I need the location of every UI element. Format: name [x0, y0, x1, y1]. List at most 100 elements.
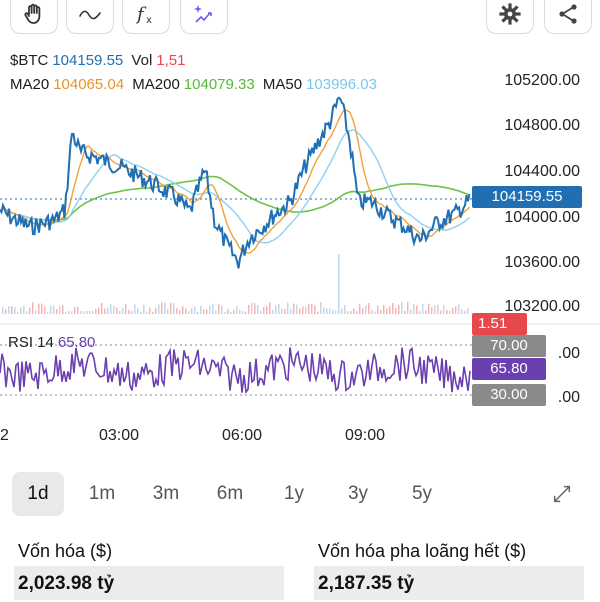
volume-bar: [2, 307, 4, 314]
timeframe-1d[interactable]: 1d: [12, 472, 64, 516]
time-axis-label: 03:00: [99, 427, 140, 444]
volume-bar: [347, 311, 349, 314]
volume-bar: [23, 305, 25, 314]
settings-button[interactable]: [486, 0, 534, 34]
volume-bar: [92, 310, 94, 314]
volume-bar: [8, 306, 10, 314]
volume-bar: [227, 309, 229, 314]
volume-bar: [332, 309, 334, 314]
volume-bar: [254, 303, 256, 314]
rsi-axis-label: .00: [557, 345, 580, 362]
volume-bar: [449, 310, 451, 314]
fullscreen-button[interactable]: [540, 472, 584, 516]
price-axis-label: 104800.00: [504, 117, 580, 134]
rsi-legend: RSI 14 65.80: [8, 334, 99, 351]
rsi-lower-tag: 30.00: [472, 384, 546, 406]
volume-bar: [62, 305, 64, 314]
volume-bar: [161, 302, 163, 314]
volume-bar: [233, 309, 235, 314]
volume-bar: [149, 307, 151, 314]
volume-bar: [407, 302, 409, 314]
timeframe-6m[interactable]: 6m: [216, 483, 244, 504]
ai-analysis-button[interactable]: [180, 0, 228, 34]
volume-bar: [461, 309, 463, 314]
time-axis-label: 2: [0, 427, 9, 444]
legend-row-1: $BTC 104159.55 Vol 1,51: [10, 52, 189, 69]
volume-bar: [128, 309, 130, 314]
volume-bar: [179, 310, 181, 314]
volume-bar: [209, 305, 211, 314]
volume-bar: [320, 302, 322, 314]
volume-bar: [20, 307, 22, 314]
volume-bar: [260, 310, 262, 314]
volume-bar: [74, 307, 76, 314]
volume-bar: [98, 307, 100, 314]
timeframe-5y[interactable]: 5y: [411, 483, 433, 504]
volume-bar: [368, 302, 370, 314]
volume-bar: [398, 304, 400, 314]
volume-bar: [155, 307, 157, 314]
timeframe-1y[interactable]: 1y: [283, 483, 305, 504]
volume-bar: [194, 306, 196, 314]
volume-bar: [302, 306, 304, 314]
volume-bar: [338, 254, 340, 314]
volume-bar: [455, 306, 457, 314]
volume-bar: [50, 305, 52, 314]
timeframe-1m[interactable]: 1m: [88, 483, 116, 504]
volume-bar: [269, 302, 271, 314]
volume-bar: [404, 311, 406, 314]
price-chart[interactable]: $BTC 104159.55 Vol 1,51 MA20 104065.04 MA20…: [0, 42, 600, 460]
volume-bar: [242, 311, 244, 314]
volume-bar: [188, 311, 190, 314]
volume-bar: [362, 307, 364, 314]
volume-bar: [197, 311, 199, 314]
volume-bar: [131, 310, 133, 314]
volume-bar: [71, 311, 73, 314]
volume-bar: [350, 311, 352, 314]
line-tool-button[interactable]: [66, 0, 114, 34]
volume-bar: [419, 311, 421, 314]
volume-bar: [314, 305, 316, 314]
volume-bar: [110, 304, 112, 314]
timeframe-selector: 1d 1m 3m 6m 1y 3y 5y: [0, 472, 600, 518]
rsi-value: 65.80: [57, 334, 96, 351]
volume-bar: [152, 311, 154, 314]
volume-bar: [416, 305, 418, 314]
volume-bar: [458, 304, 460, 314]
volume-bar: [77, 306, 79, 314]
volume-bar: [326, 308, 328, 314]
price-axis-label: 103600.00: [504, 254, 580, 271]
volume-bar: [164, 302, 166, 314]
volume-bar: [311, 303, 313, 314]
price-axis-label: 104400.00: [504, 163, 580, 180]
volume-bar: [41, 303, 43, 314]
volume-bar: [335, 310, 337, 314]
volume-bar: [5, 309, 7, 314]
volume-bar: [410, 309, 412, 314]
gear-icon: [499, 2, 521, 25]
timeframe-3y[interactable]: 3y: [347, 483, 369, 504]
volume-bar: [212, 303, 214, 314]
volume-bar: [275, 305, 277, 314]
chart-canvas[interactable]: [0, 42, 600, 460]
ma50-value: 103996.03: [306, 76, 377, 93]
volume-bar: [359, 303, 361, 314]
volume-bar: [377, 305, 379, 314]
volume-bar: [68, 310, 70, 314]
share-button[interactable]: [544, 0, 592, 34]
timeframe-3m[interactable]: 3m: [152, 483, 180, 504]
volume-bar: [200, 305, 202, 314]
volume-bar: [371, 309, 373, 314]
volume-bar: [101, 303, 103, 314]
volume-bar: [203, 309, 205, 314]
volume-bar: [392, 302, 394, 314]
volume-bar: [413, 304, 415, 314]
volume-bar: [86, 310, 88, 314]
volume-bar: [38, 303, 40, 314]
volume-bar: [53, 305, 55, 314]
volume-bar: [191, 308, 193, 314]
hand-tool-button[interactable]: [10, 0, 58, 34]
volume-bar: [89, 310, 91, 314]
